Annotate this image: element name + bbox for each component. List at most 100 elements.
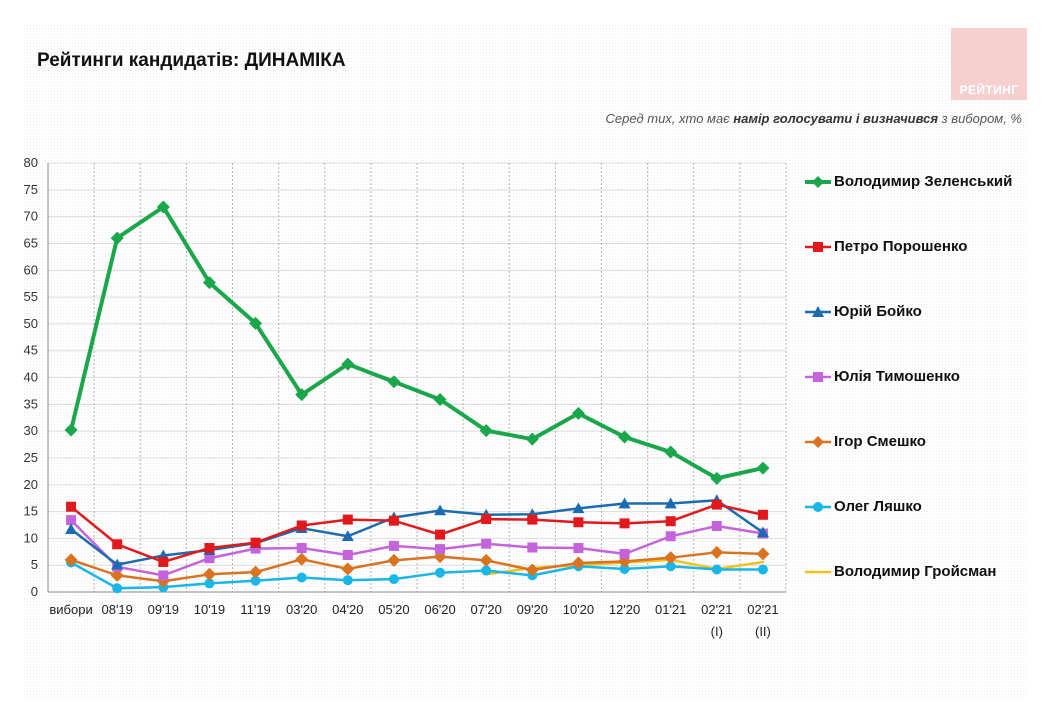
series-3-point xyxy=(158,570,169,581)
series-4-point xyxy=(710,545,724,559)
legend-marker xyxy=(813,502,823,512)
legend-item: Володимир Зеленський xyxy=(804,170,1044,194)
legend-label: Юрій Бойко xyxy=(834,303,922,320)
y-tick-label: 60 xyxy=(24,262,38,277)
series-0-point xyxy=(249,316,263,330)
y-tick-label: 75 xyxy=(24,182,38,197)
series-4-point xyxy=(202,567,216,581)
y-tick-label: 0 xyxy=(31,584,38,599)
series-0-line xyxy=(69,204,765,481)
legend-item: Ігор Смешко xyxy=(804,430,1044,454)
series-3-point xyxy=(250,543,261,554)
series-1-point xyxy=(296,520,307,531)
series-0-point xyxy=(479,424,493,438)
series-4-point xyxy=(295,552,309,566)
legend-item: Петро Порошенко xyxy=(804,235,1044,259)
series-3-point xyxy=(296,543,307,554)
x-tick-label: 11'19 xyxy=(240,602,270,617)
y-tick-label: 80 xyxy=(24,155,38,170)
series-5-point xyxy=(435,567,446,578)
series-1-point xyxy=(158,556,169,567)
series-2-point xyxy=(756,526,769,538)
series-2-point xyxy=(65,523,78,535)
series-4-point xyxy=(341,562,355,576)
series-0-point xyxy=(756,461,770,475)
series-4-point xyxy=(387,553,401,567)
series-2-point xyxy=(572,502,585,514)
series-5-point xyxy=(388,574,399,585)
y-tick-label: 35 xyxy=(24,396,38,411)
series-1-point xyxy=(112,539,123,550)
series-5-point xyxy=(250,575,261,586)
legend-marker xyxy=(813,242,823,252)
legend-label: Володимир Гройсман xyxy=(834,563,997,580)
series-1-point xyxy=(757,509,768,520)
legend-item: Юрій Бойко xyxy=(804,300,1044,324)
legend-label: Ігор Смешко xyxy=(834,433,926,450)
y-tick-label: 10 xyxy=(24,530,38,545)
y-tick-label: 50 xyxy=(24,316,38,331)
series-5-point xyxy=(296,572,307,583)
series-0-point xyxy=(433,392,447,406)
series-0-point xyxy=(156,200,170,214)
y-tick-label: 55 xyxy=(24,289,38,304)
legend-item: Олег Ляшко xyxy=(804,495,1044,519)
series-3-point xyxy=(435,544,446,555)
legend-marker xyxy=(812,176,824,188)
series-3-point xyxy=(342,549,353,560)
rating-logo: РЕЙТИНГ xyxy=(951,28,1027,100)
y-tick-label: 20 xyxy=(24,477,38,492)
x-tick-label: 04'20 xyxy=(332,602,363,617)
series-1-point xyxy=(204,543,215,554)
legend-marker xyxy=(813,372,823,382)
series-0-point xyxy=(341,357,355,371)
series-5-point xyxy=(757,564,768,575)
legend-label: Петро Порошенко xyxy=(834,238,968,255)
series-0-point xyxy=(295,388,309,402)
x-tick-label: 10'19 xyxy=(194,602,225,617)
series-2-point xyxy=(111,558,124,570)
legend-swatch xyxy=(805,570,831,574)
series-3-point xyxy=(619,548,630,559)
series-4-point xyxy=(110,568,124,582)
x-tick-label: 02'21 xyxy=(747,602,778,617)
series-0-point xyxy=(525,432,539,446)
x-tick-label: вибори xyxy=(49,602,92,617)
legend-marker xyxy=(812,306,824,317)
series-0-point xyxy=(710,471,724,485)
series-4-point xyxy=(525,563,539,577)
series-1-point xyxy=(388,515,399,526)
legend-marker xyxy=(812,436,824,448)
series-0-point xyxy=(571,406,585,420)
x-tick-sublabel: (II) xyxy=(755,624,771,639)
series-4-point xyxy=(479,553,493,567)
series-4-point xyxy=(249,565,263,579)
series-4-point xyxy=(571,556,585,570)
x-tick-label: 02'21 xyxy=(701,602,732,617)
chart-subtitle: Серед тих, хто має намір голосувати і ви… xyxy=(606,111,1022,126)
logo-text: РЕЙТИНГ xyxy=(959,83,1019,97)
y-tick-label: 30 xyxy=(24,423,38,438)
series-3-line xyxy=(69,518,765,577)
series-3-point xyxy=(573,543,584,554)
legend-swatch xyxy=(805,372,831,382)
series-0-point xyxy=(202,276,216,290)
series-3-point xyxy=(481,538,492,549)
x-tick-sublabel: (I) xyxy=(711,624,723,639)
legend-swatch xyxy=(805,176,831,188)
y-tick-label: 5 xyxy=(31,557,38,572)
series-1-point xyxy=(527,514,538,525)
y-tick-label: 65 xyxy=(24,235,38,250)
series-1-point xyxy=(573,517,584,528)
legend-swatch xyxy=(805,502,831,512)
legend-item: Володимир Гройсман xyxy=(804,560,1044,584)
series-5-point xyxy=(665,561,676,572)
x-tick-label: 06'20 xyxy=(424,602,455,617)
subtitle-prefix: Серед тих, хто має xyxy=(605,111,734,126)
subtitle-emphasis: намір голосувати і визначився xyxy=(733,111,939,126)
series-2-line xyxy=(69,499,765,566)
x-tick-label: 07'20 xyxy=(470,602,501,617)
y-tick-label: 15 xyxy=(24,504,38,519)
x-tick-label: 05'20 xyxy=(378,602,409,617)
